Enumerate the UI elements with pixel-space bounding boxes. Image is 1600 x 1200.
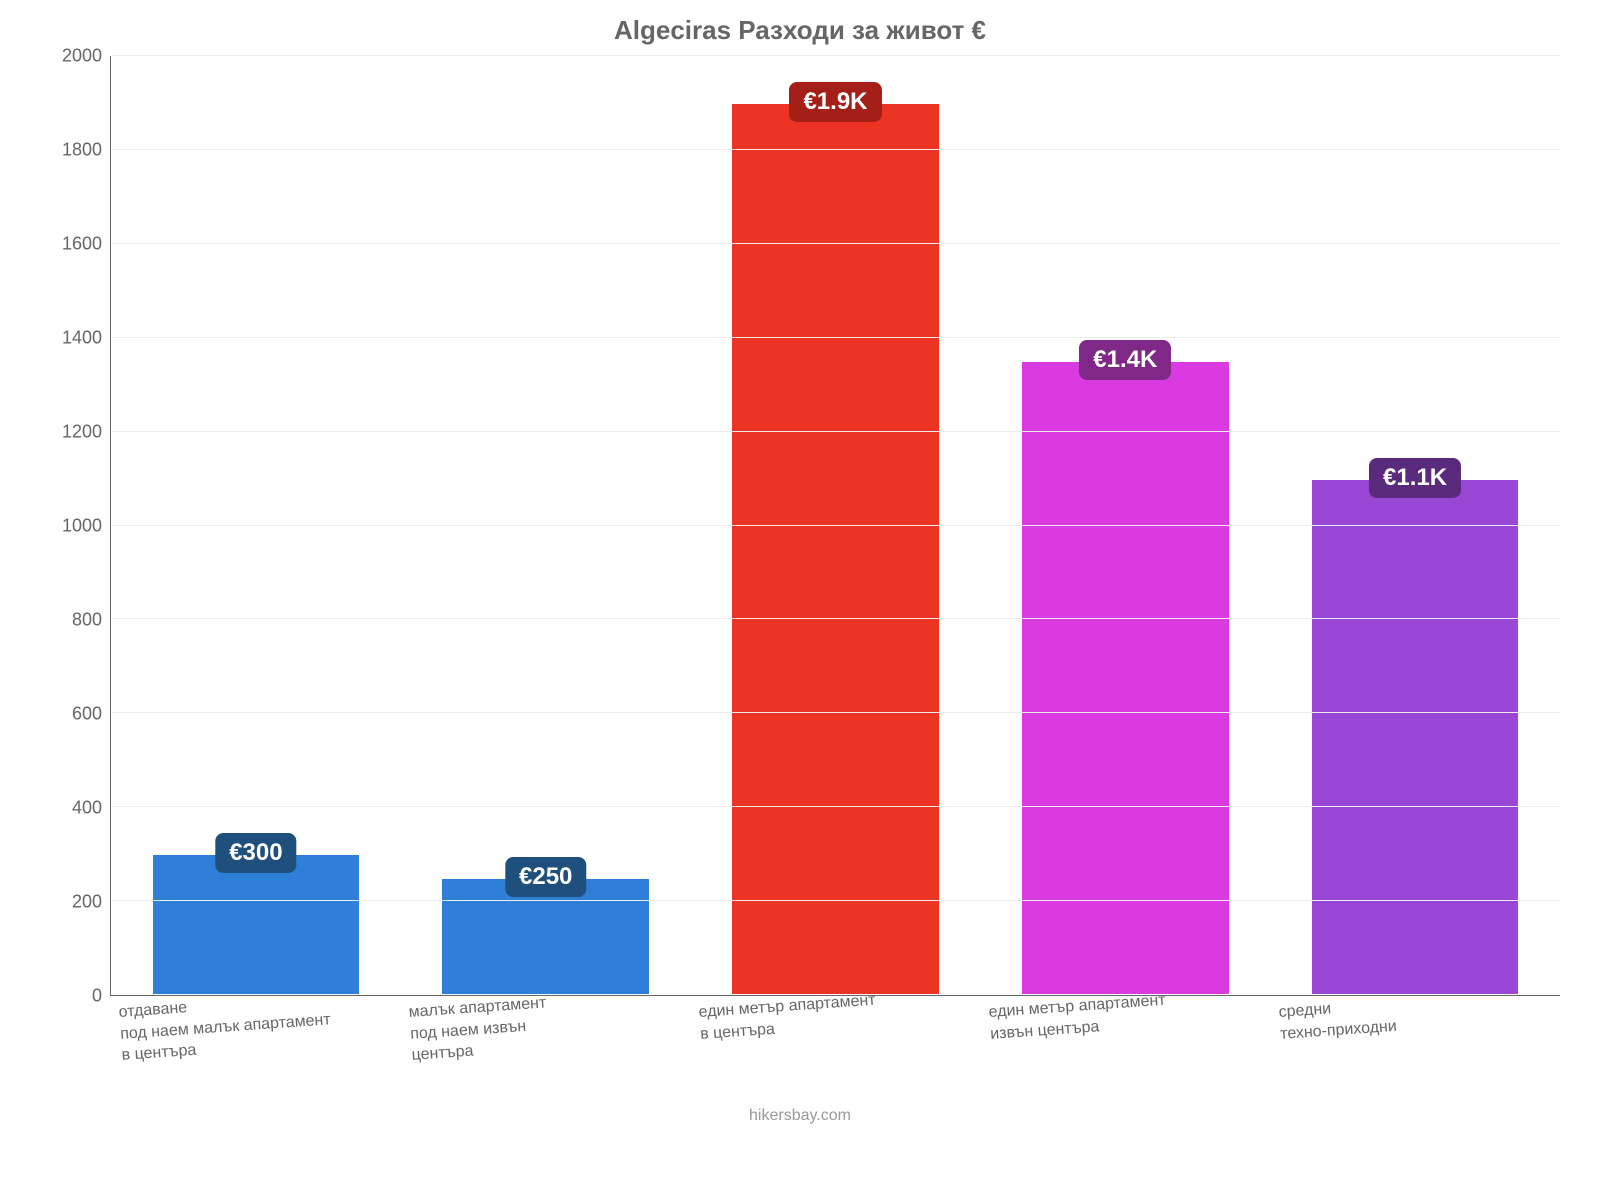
y-tick-label: 1800 xyxy=(62,140,102,161)
grid-line xyxy=(111,806,1560,807)
bar: €250 xyxy=(441,878,650,995)
chart-title: Algeciras Разходи за живот € xyxy=(40,15,1560,46)
bar-value-badge: €300 xyxy=(215,833,296,873)
grid-line xyxy=(111,525,1560,526)
grid-line xyxy=(111,149,1560,150)
bar: €300 xyxy=(152,854,361,995)
bar-value-badge: €1.1K xyxy=(1369,458,1461,498)
grid-line xyxy=(111,431,1560,432)
y-tick-label: 800 xyxy=(72,610,102,631)
y-tick-label: 0 xyxy=(92,986,102,1007)
x-tick-slot: малък апартаментпод наем извънцентъра xyxy=(400,996,690,1067)
y-tick-label: 1200 xyxy=(62,422,102,443)
bar-slot: €1.1K xyxy=(1270,56,1560,995)
x-axis: отдаванепод наем малък апартаментв центъ… xyxy=(110,996,1560,1067)
bar: €1.1K xyxy=(1311,479,1520,995)
bar-slot: €300 xyxy=(111,56,401,995)
x-tick-slot: среднитехно-приходни xyxy=(1270,996,1560,1067)
y-tick-label: 2000 xyxy=(62,46,102,67)
y-tick-label: 400 xyxy=(72,798,102,819)
grid-line xyxy=(111,337,1560,338)
y-tick-label: 1000 xyxy=(62,516,102,537)
bars-layer: €300 €250 €1.9K €1.4K €1.1K xyxy=(111,56,1560,995)
grid-line xyxy=(111,900,1560,901)
bar-slot: €1.4K xyxy=(980,56,1270,995)
bar-value-badge: €1.9K xyxy=(789,82,881,122)
bar-value-badge: €1.4K xyxy=(1079,340,1171,380)
chart-container: Algeciras Разходи за живот € 0 200 400 600 8… xyxy=(0,0,1600,1200)
x-tick-slot: един метър апартаментизвън центъра xyxy=(980,996,1270,1067)
bar: €1.9K xyxy=(731,103,940,995)
plot-row: 0200400600800100012001400160018002000 €3… xyxy=(40,56,1560,996)
grid-line xyxy=(111,243,1560,244)
plot-area: €300 €250 €1.9K €1.4K €1.1K xyxy=(110,56,1560,996)
bar-value-badge: €250 xyxy=(505,857,586,897)
y-axis: 0200400600800100012001400160018002000 xyxy=(40,56,110,996)
grid-line xyxy=(111,55,1560,56)
bar-slot: €250 xyxy=(401,56,691,995)
chart-footer: hikersbay.com xyxy=(40,1107,1560,1125)
y-tick-label: 1400 xyxy=(62,328,102,349)
grid-line xyxy=(111,618,1560,619)
bar-slot: €1.9K xyxy=(691,56,981,995)
x-tick-slot: един метър апартаментв центъра xyxy=(690,996,980,1067)
y-tick-label: 200 xyxy=(72,892,102,913)
y-tick-label: 600 xyxy=(72,704,102,725)
x-tick-slot: отдаванепод наем малък апартаментв центъ… xyxy=(110,996,400,1067)
y-tick-label: 1600 xyxy=(62,234,102,255)
grid-line xyxy=(111,712,1560,713)
